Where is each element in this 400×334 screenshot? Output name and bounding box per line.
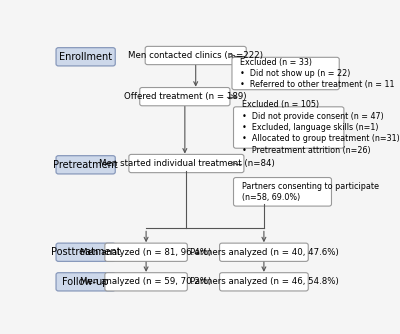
Text: Excluded (n = 105)
•  Did not provide consent (n = 47)
•  Excluded, language ski: Excluded (n = 105) • Did not provide con… <box>242 100 399 155</box>
Text: Pretreatment: Pretreatment <box>53 160 118 170</box>
Text: Partners analyzed (n = 40, 47.6%): Partners analyzed (n = 40, 47.6%) <box>190 248 338 257</box>
FancyBboxPatch shape <box>105 273 187 291</box>
FancyBboxPatch shape <box>56 48 115 66</box>
FancyBboxPatch shape <box>129 154 244 173</box>
FancyBboxPatch shape <box>220 273 308 291</box>
Text: Men contacted clinics (n =222): Men contacted clinics (n =222) <box>128 51 263 60</box>
FancyBboxPatch shape <box>56 273 115 291</box>
FancyBboxPatch shape <box>232 57 339 90</box>
Text: Posttreatment: Posttreatment <box>51 247 120 257</box>
Text: Men started individual treatment (n=84): Men started individual treatment (n=84) <box>98 159 274 168</box>
Text: Offered treatment (n = 189): Offered treatment (n = 189) <box>124 92 246 101</box>
Text: Partners analyzed (n = 46, 54.8%): Partners analyzed (n = 46, 54.8%) <box>190 277 338 286</box>
FancyBboxPatch shape <box>105 243 187 262</box>
FancyBboxPatch shape <box>56 243 115 262</box>
FancyBboxPatch shape <box>145 46 246 65</box>
Text: Excluded (n = 33)
•  Did not show up (n = 22)
•  Referred to other treatment (n : Excluded (n = 33) • Did not show up (n =… <box>240 57 394 90</box>
FancyBboxPatch shape <box>234 107 344 148</box>
FancyBboxPatch shape <box>56 156 115 174</box>
Text: Enrollment: Enrollment <box>59 52 112 62</box>
FancyBboxPatch shape <box>140 88 230 106</box>
FancyBboxPatch shape <box>234 178 332 206</box>
FancyBboxPatch shape <box>220 243 308 262</box>
Text: Follow-up: Follow-up <box>62 277 109 287</box>
Text: Partners consenting to participate
(n=58, 69.0%): Partners consenting to participate (n=58… <box>242 182 378 202</box>
Text: Men analyzed (n = 59, 70.2%): Men analyzed (n = 59, 70.2%) <box>80 277 212 286</box>
Text: Men analyzed (n = 81, 96.4%): Men analyzed (n = 81, 96.4%) <box>80 248 212 257</box>
